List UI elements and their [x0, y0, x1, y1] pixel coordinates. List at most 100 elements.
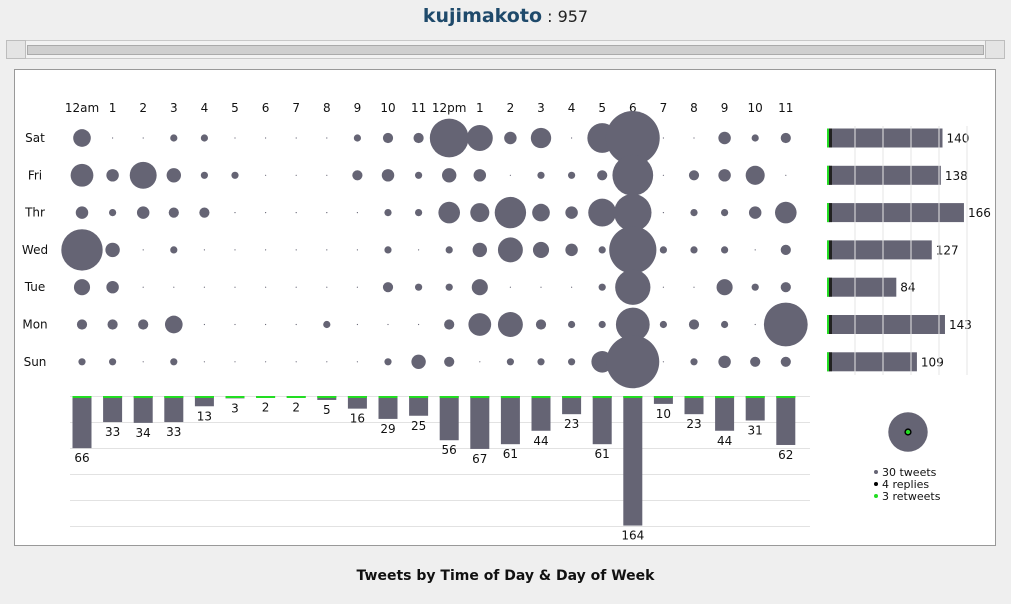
tweet-bubble — [754, 249, 756, 251]
day-reply-segment — [829, 352, 832, 372]
tweet-bubble — [418, 323, 420, 326]
tweet-bubble — [466, 125, 493, 151]
hour-total-bar — [592, 396, 612, 445]
day-label: Mon — [22, 318, 47, 332]
tweet-bubble — [615, 307, 650, 342]
day-reply-segment — [829, 240, 832, 260]
tweet-bubble — [129, 161, 157, 189]
hour-retweet-segment — [72, 396, 92, 398]
hour-retweet-segment — [317, 396, 337, 398]
tweet-bubble — [693, 137, 695, 139]
tweet-bubble — [472, 242, 487, 258]
hour-total-bar — [562, 396, 582, 415]
tweet-bubble — [78, 358, 86, 366]
slider-range-fill[interactable] — [27, 45, 984, 55]
tweet-bubble — [688, 170, 700, 181]
tweet-bubble — [295, 212, 297, 214]
tweet-bubble — [444, 356, 455, 367]
tweet-bubble — [109, 358, 117, 366]
hour-total-bar — [470, 396, 490, 449]
tweet-bubble — [615, 269, 651, 305]
tweet-bubble — [200, 171, 208, 179]
tweet-bubble — [690, 246, 698, 254]
tweet-bubble — [231, 171, 239, 179]
tweet-bubble — [326, 174, 328, 176]
hour-label: 5 — [231, 101, 239, 115]
hour-label: 2 — [139, 101, 147, 115]
day-label: Sat — [25, 131, 45, 145]
legend-entry: 4 replies — [882, 478, 929, 491]
tweet-bubble — [326, 137, 328, 139]
hour-total-label: 25 — [411, 419, 426, 433]
tweet-bubble — [662, 212, 665, 214]
hour-total-label: 3 — [231, 401, 239, 415]
tweet-bubble — [415, 171, 423, 179]
tweet-bubble — [295, 174, 297, 176]
day-total-bar — [827, 352, 917, 372]
hour-label: 7 — [292, 101, 300, 115]
hour-retweet-segment — [133, 396, 153, 398]
hour-total-bar — [439, 396, 459, 441]
hour-total-label: 61 — [503, 447, 518, 461]
tweet-bubble — [662, 137, 665, 139]
tweet-bubble — [234, 286, 236, 288]
tweet-bubble — [780, 244, 791, 255]
day-retweet-segment — [827, 352, 830, 372]
hour-total-label: 33 — [105, 425, 120, 439]
tweet-bubble — [142, 137, 144, 139]
tweet-bubble — [588, 198, 617, 227]
tweet-bubble — [780, 282, 791, 293]
tweet-bubble — [479, 361, 481, 363]
day-total-label: 140 — [947, 132, 970, 146]
tweet-bubble — [721, 246, 729, 254]
tweet-bubble — [105, 242, 120, 258]
tweet-bubble — [751, 283, 759, 291]
hour-total-label: 67 — [472, 452, 487, 466]
hour-retweet-segment — [531, 396, 551, 398]
username[interactable]: kujimakoto — [422, 5, 542, 27]
hour-total-label: 66 — [74, 451, 89, 465]
tweet-bubble — [509, 286, 511, 288]
tweet-bubble — [471, 279, 488, 296]
hour-label: 6 — [629, 101, 637, 115]
day-label: Sun — [24, 355, 47, 369]
tweet-bubble — [721, 209, 729, 217]
hour-label: 10 — [380, 101, 395, 115]
hour-retweet-segment — [378, 396, 398, 398]
tweet-bubble — [203, 286, 205, 288]
tweet-bubble — [138, 319, 149, 330]
hour-label: 4 — [568, 101, 576, 115]
tweet-bubble — [265, 286, 267, 288]
hour-retweet-segment — [470, 396, 490, 398]
tweet-bubble — [605, 111, 660, 165]
slider-handle-end[interactable] — [985, 40, 1005, 59]
hour-total-bar — [500, 396, 520, 445]
tweet-bubble — [356, 361, 358, 363]
tweet-bubble — [693, 286, 695, 288]
legend-marker — [874, 482, 878, 486]
tweet-bubble — [70, 163, 94, 187]
tweet-bubble — [532, 203, 550, 222]
tweet-bubble — [504, 131, 517, 145]
tweet-bubble — [295, 323, 297, 326]
hour-label: 9 — [354, 101, 362, 115]
tweet-bubble — [203, 323, 205, 326]
day-total-label: 166 — [968, 206, 991, 220]
day-total-label: 143 — [949, 318, 972, 332]
hour-label: 4 — [201, 101, 209, 115]
tweet-bubble — [662, 286, 665, 288]
hour-total-bar — [164, 396, 184, 423]
tweet-bubble — [265, 249, 267, 251]
hour-total-label: 56 — [442, 443, 457, 457]
hour-label: 2 — [507, 101, 515, 115]
tweet-bubble — [415, 209, 423, 217]
header-separator: : — [542, 7, 558, 26]
day-label: Wed — [22, 243, 48, 257]
hour-retweet-segment — [562, 396, 582, 398]
tweet-bubble — [597, 170, 608, 181]
tweet-bubble — [353, 134, 361, 142]
day-retweet-segment — [827, 277, 830, 297]
time-range-slider[interactable] — [6, 40, 1005, 59]
slider-handle-start[interactable] — [6, 40, 26, 59]
tweet-bubble — [387, 323, 389, 326]
